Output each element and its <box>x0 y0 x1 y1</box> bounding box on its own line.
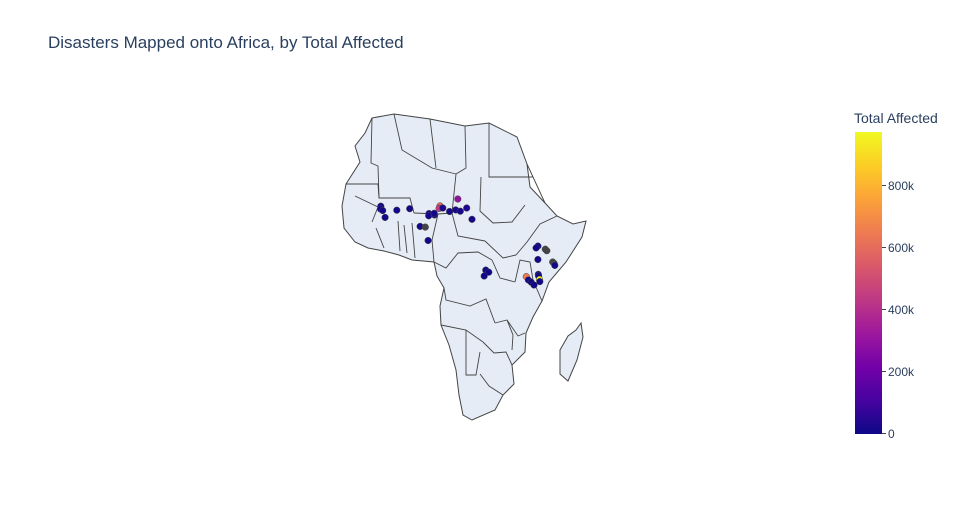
disaster-marker[interactable] <box>424 236 432 245</box>
disaster-marker[interactable] <box>468 215 476 223</box>
disaster-marker[interactable] <box>439 204 447 212</box>
disaster-marker[interactable] <box>421 223 429 231</box>
colorbar-tick-mark <box>882 247 886 248</box>
colorbar-title: Total Affected <box>854 110 938 126</box>
colorbar-tick-200k: 200k <box>888 365 915 379</box>
colorbar-tick-mark <box>882 433 886 434</box>
disaster-marker[interactable] <box>406 205 414 213</box>
chart-title: Disasters Mapped onto Africa, by Total A… <box>48 33 404 52</box>
disaster-marker[interactable] <box>534 255 542 264</box>
disaster-marker[interactable] <box>379 206 387 215</box>
disaster-markers[interactable] <box>376 195 559 289</box>
disaster-marker[interactable] <box>536 278 544 286</box>
madagascar-outline <box>559 321 584 382</box>
africa-outline <box>341 113 587 421</box>
colorbar-tick-400k: 400k <box>888 303 915 317</box>
disaster-marker[interactable] <box>430 209 438 217</box>
disaster-marker[interactable] <box>480 272 488 280</box>
colorbar-tick-mark <box>882 371 886 372</box>
colorbar-tick-0: 0 <box>888 427 895 441</box>
disaster-marker[interactable] <box>530 281 538 289</box>
disaster-marker[interactable] <box>551 261 559 269</box>
disaster-marker[interactable] <box>532 244 540 252</box>
disaster-marker[interactable] <box>446 207 454 216</box>
disaster-marker[interactable] <box>381 213 389 221</box>
disaster-marker[interactable] <box>463 204 471 212</box>
colorbar-tick-600k: 600k <box>888 241 915 255</box>
disaster-marker[interactable] <box>543 247 551 255</box>
colorbar-tick-mark <box>882 185 886 186</box>
colorbar-tick-800k: 800k <box>888 179 915 193</box>
country-borders <box>346 113 558 396</box>
colorbar-tick-mark <box>882 309 886 310</box>
disaster-marker[interactable] <box>456 207 464 215</box>
disaster-marker[interactable] <box>393 206 401 214</box>
disaster-marker[interactable] <box>454 195 462 203</box>
disaster-marker[interactable] <box>485 268 493 276</box>
colorbar-gradient <box>855 132 882 434</box>
africa-landmass <box>341 113 587 421</box>
